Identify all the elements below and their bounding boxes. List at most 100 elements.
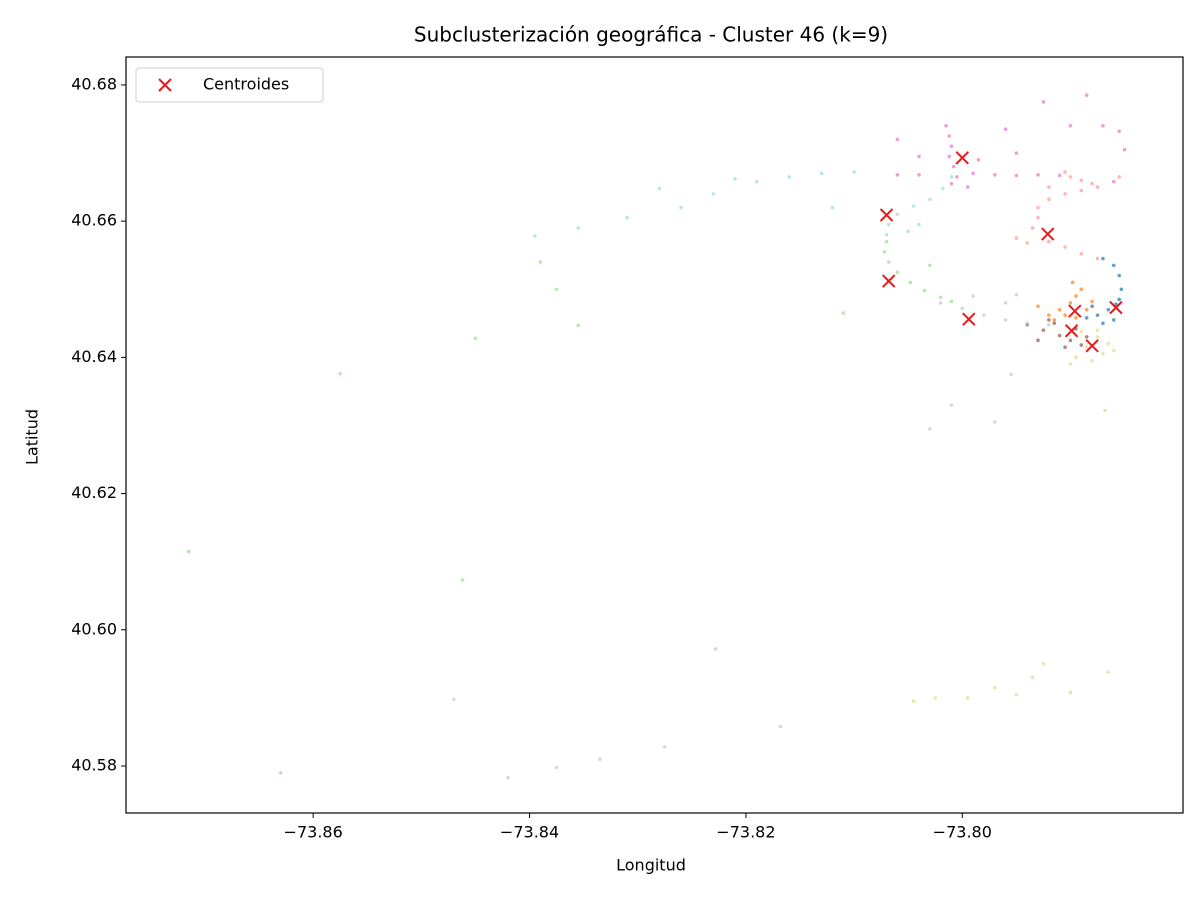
point	[951, 164, 956, 169]
x-tick-label: −73.80	[933, 823, 992, 842]
point	[882, 249, 887, 254]
point	[1057, 173, 1062, 178]
marker-stroke	[882, 274, 896, 288]
point	[473, 336, 478, 341]
point	[1119, 287, 1124, 292]
centroid	[1109, 300, 1123, 315]
point	[452, 697, 456, 702]
point	[1036, 205, 1040, 210]
point	[1047, 318, 1051, 322]
marker-stroke	[879, 208, 894, 222]
point	[1101, 123, 1105, 128]
point	[830, 205, 835, 210]
point	[911, 204, 916, 208]
point	[1079, 252, 1084, 256]
centroid	[1064, 324, 1079, 338]
point	[1003, 301, 1008, 305]
point	[576, 323, 581, 328]
point	[1095, 185, 1100, 189]
marker-stroke	[955, 151, 970, 165]
point	[733, 177, 737, 181]
point	[1014, 292, 1019, 297]
y-tick-label: 40.66	[71, 211, 117, 230]
point	[841, 311, 846, 315]
point	[1063, 192, 1067, 196]
point	[598, 757, 602, 761]
point	[1106, 307, 1111, 312]
point	[965, 185, 970, 189]
centroid	[962, 312, 976, 326]
x-tick-label: −73.84	[500, 823, 559, 842]
point	[933, 696, 938, 700]
point	[895, 137, 900, 142]
point	[1114, 302, 1118, 307]
point	[1009, 372, 1013, 377]
point	[1063, 245, 1067, 249]
point	[1041, 100, 1046, 104]
point	[1117, 129, 1121, 134]
point	[1014, 151, 1019, 155]
point	[1057, 333, 1062, 338]
point	[1084, 335, 1089, 339]
point	[1003, 318, 1008, 322]
point	[938, 295, 943, 300]
x-tick-label: −73.86	[284, 823, 343, 842]
point	[1106, 670, 1111, 674]
point	[886, 260, 891, 264]
y-tick-label: 40.60	[71, 619, 117, 638]
point	[941, 186, 945, 191]
point	[1079, 343, 1084, 347]
point	[886, 222, 891, 227]
point	[278, 771, 283, 775]
point	[949, 144, 954, 149]
point	[949, 175, 954, 179]
centroid	[879, 208, 894, 222]
chart-title: Subclusterización geográfica - Cluster 4…	[414, 23, 888, 47]
point	[971, 171, 975, 176]
point	[982, 313, 986, 317]
x-tick-label: −73.82	[716, 823, 775, 842]
point	[884, 239, 889, 244]
point	[1079, 329, 1084, 334]
point	[1036, 215, 1040, 220]
point	[1079, 287, 1084, 292]
point	[884, 232, 889, 237]
point	[928, 427, 932, 431]
point	[1079, 188, 1084, 193]
point	[1095, 313, 1100, 317]
point	[976, 158, 981, 162]
point	[1063, 170, 1067, 174]
point	[947, 134, 952, 138]
point	[754, 179, 759, 184]
point	[1084, 93, 1089, 97]
point	[1111, 348, 1116, 353]
point	[1111, 263, 1116, 268]
point	[908, 280, 913, 285]
point	[787, 175, 791, 179]
point	[662, 745, 667, 749]
point	[460, 578, 465, 582]
point	[1068, 123, 1073, 128]
point	[1084, 345, 1089, 349]
point	[1117, 297, 1121, 302]
centroid	[1068, 304, 1082, 318]
point	[944, 123, 948, 128]
point	[992, 173, 997, 177]
point	[186, 549, 191, 554]
point	[1063, 345, 1067, 349]
point	[1111, 318, 1116, 322]
y-tick-label: 40.58	[71, 756, 117, 775]
point	[917, 222, 921, 227]
point	[949, 181, 954, 186]
point	[1074, 355, 1078, 360]
point	[1106, 341, 1111, 346]
point	[1025, 241, 1030, 245]
point	[1036, 173, 1040, 177]
point	[1101, 256, 1105, 261]
point	[1090, 304, 1094, 309]
point	[1014, 692, 1019, 697]
point	[928, 263, 932, 268]
point	[1084, 316, 1089, 320]
y-tick-label: 40.64	[71, 347, 117, 366]
